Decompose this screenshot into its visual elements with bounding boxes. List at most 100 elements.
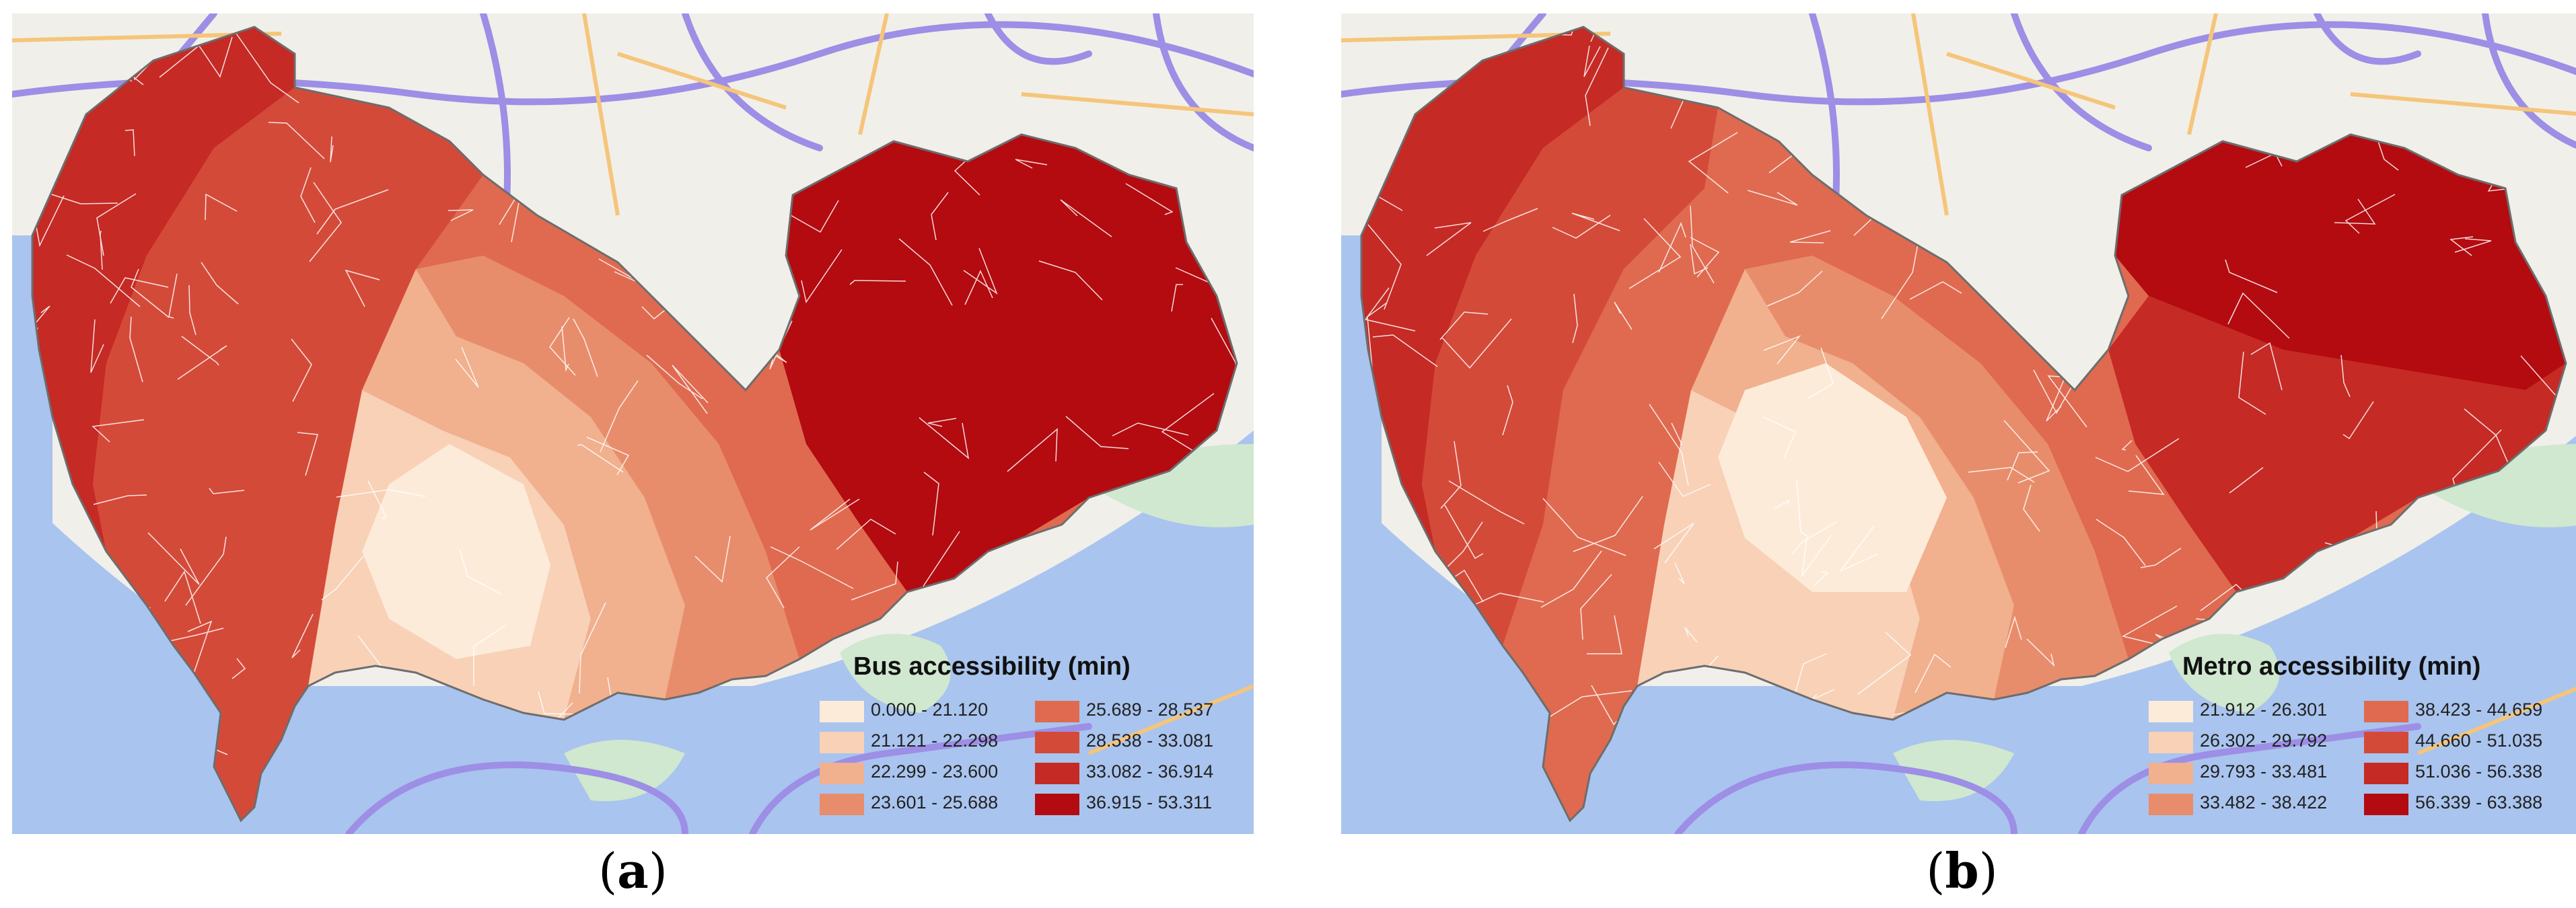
road — [858, 13, 889, 135]
legend-item: 25.689 - 28.537 — [1028, 697, 1244, 726]
boundary-line — [1789, 230, 1831, 243]
boundary-line — [268, 122, 325, 159]
highway — [749, 723, 1092, 834]
legend-swatch — [820, 763, 864, 784]
legend-title: Metro accessibility (min) — [2182, 652, 2481, 681]
boundary-line — [1038, 260, 1103, 301]
boundary-line — [147, 532, 200, 585]
island — [2418, 444, 2576, 527]
road — [2187, 13, 2218, 135]
boundary-line — [770, 546, 854, 589]
legend-range-label: 36.915 - 53.311 — [1086, 792, 1213, 812]
sea-south — [12, 430, 1254, 834]
boundary-line — [672, 365, 709, 414]
legend-item: 33.082 - 36.914 — [1028, 759, 1244, 788]
boundary-line — [801, 249, 843, 303]
boundary-line — [600, 380, 639, 453]
boundary-line — [291, 613, 314, 658]
boundary-line — [1857, 632, 1912, 695]
zone-class-5 — [93, 87, 389, 646]
boundary-line — [1773, 499, 1791, 510]
boundary-line — [964, 270, 993, 305]
choropleth — [32, 27, 1237, 821]
legend-item: 22.299 - 23.600 — [813, 759, 1028, 788]
panel-caption: (b) — [1926, 842, 1998, 899]
legend-item: 36.915 - 53.311 — [1028, 790, 1244, 819]
legend-item: 21.912 - 26.301 — [2142, 697, 2357, 726]
boundary-line — [1448, 480, 1525, 525]
boundary-line — [1747, 190, 1798, 206]
boundary-line — [577, 444, 624, 473]
boundary-line — [1762, 416, 1796, 459]
boundary-line — [561, 326, 569, 372]
boundary-line — [1690, 237, 1720, 278]
highway — [1674, 761, 2017, 834]
boundary-line — [192, 36, 233, 78]
boundary-line — [538, 691, 587, 715]
bus-accessibility-map: Bus accessibility (min) 0.000 - 21.120 21… — [12, 13, 1254, 834]
highway — [2482, 13, 2576, 149]
boundary-line — [66, 254, 141, 307]
boundary-line — [201, 262, 239, 305]
boundary-line — [2227, 292, 2290, 339]
boundary-line — [448, 209, 474, 221]
boundary-line — [2128, 455, 2165, 495]
highway — [682, 13, 823, 151]
island — [1893, 740, 2014, 802]
legend-title: Bus accessibility (min) — [853, 652, 1131, 681]
boundary-line — [1688, 132, 1738, 194]
boundary-line — [1881, 243, 1919, 319]
legend-swatch — [2149, 732, 2193, 753]
boundary-line — [1367, 224, 1402, 310]
boundary-line — [1211, 317, 1237, 391]
legend-item: 38.423 - 44.659 — [2357, 697, 2573, 726]
boundary-line — [1546, 690, 1633, 719]
boundary-line — [1915, 653, 1952, 693]
sea-south — [1341, 436, 2576, 834]
boundary-line — [1015, 159, 1048, 169]
boundary-line — [1585, 47, 1609, 126]
boundary-line — [93, 494, 147, 505]
island — [840, 634, 951, 713]
boundary-line — [1658, 461, 1711, 497]
boundary-line — [1587, 615, 1622, 654]
legend-range-label: 21.121 - 22.298 — [871, 730, 999, 751]
zone-class-5 — [174, 108, 483, 821]
boundary-line — [2250, 342, 2283, 391]
legend-range-label: 33.482 - 38.422 — [2200, 792, 2328, 812]
boundary-line — [923, 471, 939, 536]
legend-item: 21.121 - 22.298 — [813, 728, 1028, 757]
legend-swatch — [1035, 794, 1079, 815]
boundary-line — [2140, 547, 2182, 568]
boundary-line — [90, 319, 104, 373]
zone-class-3 — [416, 256, 799, 699]
boundary-line — [2095, 438, 2180, 472]
road — [1021, 92, 1254, 116]
boundary-line — [32, 305, 50, 346]
boundary-line — [2345, 194, 2396, 234]
boundary-line — [1372, 334, 1438, 367]
legend-range-label: 0.000 - 21.120 — [871, 699, 989, 720]
boundary-line — [1426, 222, 1472, 256]
boundary-line — [2454, 238, 2492, 253]
legend-swatch — [2364, 701, 2408, 722]
highway — [1153, 13, 1254, 151]
boundary-line — [646, 354, 703, 400]
highway — [345, 761, 688, 834]
boundary-line — [2342, 401, 2374, 440]
legend-item: 51.036 - 56.338 — [2357, 759, 2573, 788]
legend-range-label: 28.538 - 33.081 — [1086, 730, 1214, 751]
boundary-line — [849, 280, 906, 285]
map-legend: Metro accessibility (min) 21.912 - 26.30… — [2142, 652, 2573, 827]
boundary-line — [2046, 367, 2070, 422]
legend-item: 0.000 - 21.120 — [813, 697, 1028, 726]
legend-swatch — [820, 701, 864, 722]
map-canvas — [1341, 13, 2576, 834]
map-canvas — [12, 13, 1254, 834]
legend-swatch — [2364, 763, 2408, 784]
boundary-line — [330, 136, 334, 163]
boundary-line — [2225, 259, 2278, 293]
boundary-line — [586, 437, 630, 476]
legend-range-label: 33.082 - 36.914 — [1086, 761, 1214, 782]
city-boundary — [1360, 26, 2567, 823]
